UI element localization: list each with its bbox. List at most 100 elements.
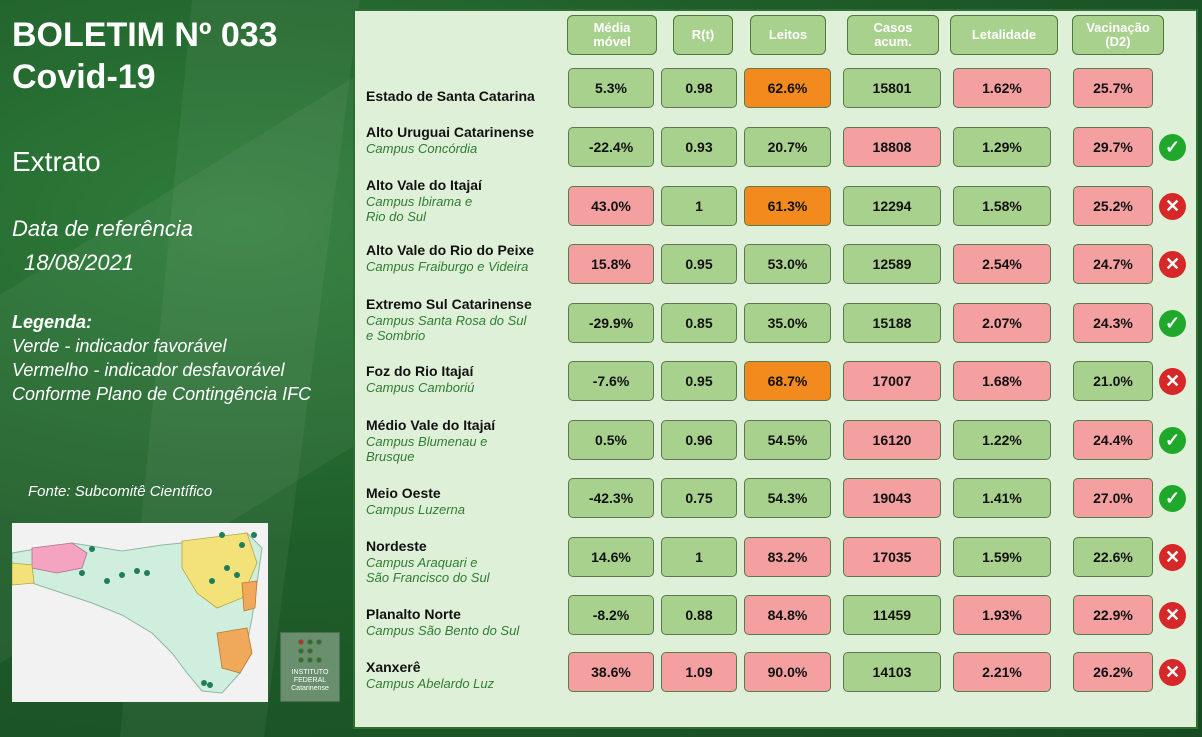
cell-rt: 1 [661,186,737,226]
cell-rt: 1 [661,537,737,577]
cell-media-movel: -42.3% [568,478,654,518]
cell-media-movel: -22.4% [568,127,654,167]
region-name: Xanxerê [366,659,421,675]
region-name: Planalto Norte [366,606,461,622]
check-icon: ✓ [1159,427,1186,454]
cell-letalidade: 1.41% [953,478,1051,518]
bulletin-number: BOLETIM Nº 033 [12,16,278,54]
cell-casos-acumulados: 17007 [843,361,941,401]
cell-rt: 0.95 [661,244,737,284]
cross-icon: ✕ [1159,659,1186,686]
cell-leitos: 68.7% [744,361,831,401]
cell-vacinacao: 21.0% [1073,361,1153,401]
cell-vacinacao: 27.0% [1073,478,1153,518]
cell-vacinacao: 22.6% [1073,537,1153,577]
bulletin-title: BOLETIM Nº 033 Covid-19 [12,14,278,98]
cell-leitos: 35.0% [744,303,831,343]
ifc-logo: INSTITUTO FEDERAL Catarinense [280,632,340,702]
cell-letalidade: 1.22% [953,420,1051,460]
cell-vacinacao: 26.2% [1073,652,1153,692]
legend-line: Conforme Plano de Contingência IFC [12,384,312,404]
cell-rt: 0.93 [661,127,737,167]
cell-media-movel: -8.2% [568,595,654,635]
header-casos-acumulados: Casos acum. [847,15,939,55]
region-name: Alto Vale do Itajaí [366,177,482,193]
region-label: Alto Vale do Itajaí Campus Ibirama e Rio … [366,177,566,224]
cell-vacinacao: 24.7% [1073,244,1153,284]
header-vacinacao: Vacinação (D2) [1072,15,1164,55]
cell-letalidade: 2.07% [953,303,1051,343]
region-label: Planalto Norte Campus São Bento do Sul [366,606,566,638]
cell-casos-acumulados: 19043 [843,478,941,518]
indicator-table: Média móvel R(t) Leitos Casos acum. Letalida… [353,9,1198,729]
cell-rt: 0.88 [661,595,737,635]
region-label: Foz do Rio Itajaí Campus Camboriú [366,363,566,395]
cell-rt: 0.75 [661,478,737,518]
cell-vacinacao: 25.7% [1073,68,1153,108]
cell-rt: 0.85 [661,303,737,343]
campus-name: Campus Ibirama e Rio do Sul [366,194,473,224]
region-name: Nordeste [366,538,427,554]
cell-leitos: 61.3% [744,186,831,226]
region-label: Alto Uruguai Catarinense Campus Concórdia [366,124,566,156]
cell-casos-acumulados: 15801 [843,68,941,108]
region-name: Alto Vale do Rio do Peixe [366,242,535,258]
region-name: Foz do Rio Itajaí [366,363,474,379]
legend-title: Legenda: [12,312,93,332]
cell-media-movel: 38.6% [568,652,654,692]
cell-media-movel: -29.9% [568,303,654,343]
campus-name: Campus Luzerna [366,502,465,517]
reference-date-value: 18/08/2021 [24,250,135,275]
cell-leitos: 53.0% [744,244,831,284]
cell-letalidade: 2.54% [953,244,1051,284]
header-leitos: Leitos [750,15,826,55]
campus-name: Campus São Bento do Sul [366,623,520,638]
cell-vacinacao: 25.2% [1073,186,1153,226]
cross-icon: ✕ [1159,602,1186,629]
cell-letalidade: 2.21% [953,652,1051,692]
region-name: Meio Oeste [366,485,441,501]
legend-line: Verde - indicador favorável [12,336,227,356]
cell-casos-acumulados: 14103 [843,652,941,692]
cell-media-movel: 15.8% [568,244,654,284]
cell-leitos: 54.3% [744,478,831,518]
header-letalidade: Letalidade [950,15,1058,55]
cell-leitos: 90.0% [744,652,831,692]
source-note: Fonte: Subcomitê Científico [28,483,213,500]
campus-name: Campus Concórdia [366,141,478,156]
campus-name: Campus Fraiburgo e Videira [366,259,529,274]
region-label: Alto Vale do Rio do Peixe Campus Fraiburg… [366,242,566,274]
cell-casos-acumulados: 18808 [843,127,941,167]
cell-casos-acumulados: 12294 [843,186,941,226]
santa-catarina-map [12,523,268,702]
region-label: Médio Vale do Itajaí Campus Blumenau e Br… [366,417,566,464]
campus-name: Campus Araquari e São Francisco do Sul [366,555,490,585]
extrato-label: Extrato [12,146,101,177]
cell-casos-acumulados: 16120 [843,420,941,460]
legend-line: Vermelho - indicador desfavorável [12,360,285,380]
check-icon: ✓ [1159,134,1186,161]
campus-name: Campus Santa Rosa do Sul e Sombrio [366,313,527,343]
cell-casos-acumulados: 11459 [843,595,941,635]
legend: Legenda: Verde - indicador favorável Ver… [12,310,311,406]
cell-letalidade: 1.62% [953,68,1051,108]
cell-rt: 0.96 [661,420,737,460]
cell-casos-acumulados: 15188 [843,303,941,343]
cell-leitos: 83.2% [744,537,831,577]
logo-text: Catarinense [291,685,329,692]
cell-letalidade: 1.68% [953,361,1051,401]
cell-leitos: 20.7% [744,127,831,167]
cell-letalidade: 1.29% [953,127,1051,167]
logo-text: FEDERAL [293,677,327,684]
cell-rt: 0.95 [661,361,737,401]
cell-letalidade: 1.59% [953,537,1051,577]
cell-casos-acumulados: 12589 [843,244,941,284]
cell-vacinacao: 24.4% [1073,420,1153,460]
check-icon: ✓ [1159,310,1186,337]
header-media-movel: Média móvel [567,15,657,55]
cell-media-movel: 0.5% [568,420,654,460]
region-label: Xanxerê Campus Abelardo Luz [366,659,566,691]
campus-name: Campus Abelardo Luz [366,676,495,691]
cell-vacinacao: 22.9% [1073,595,1153,635]
region-label: Estado de Santa Catarina [366,88,566,105]
